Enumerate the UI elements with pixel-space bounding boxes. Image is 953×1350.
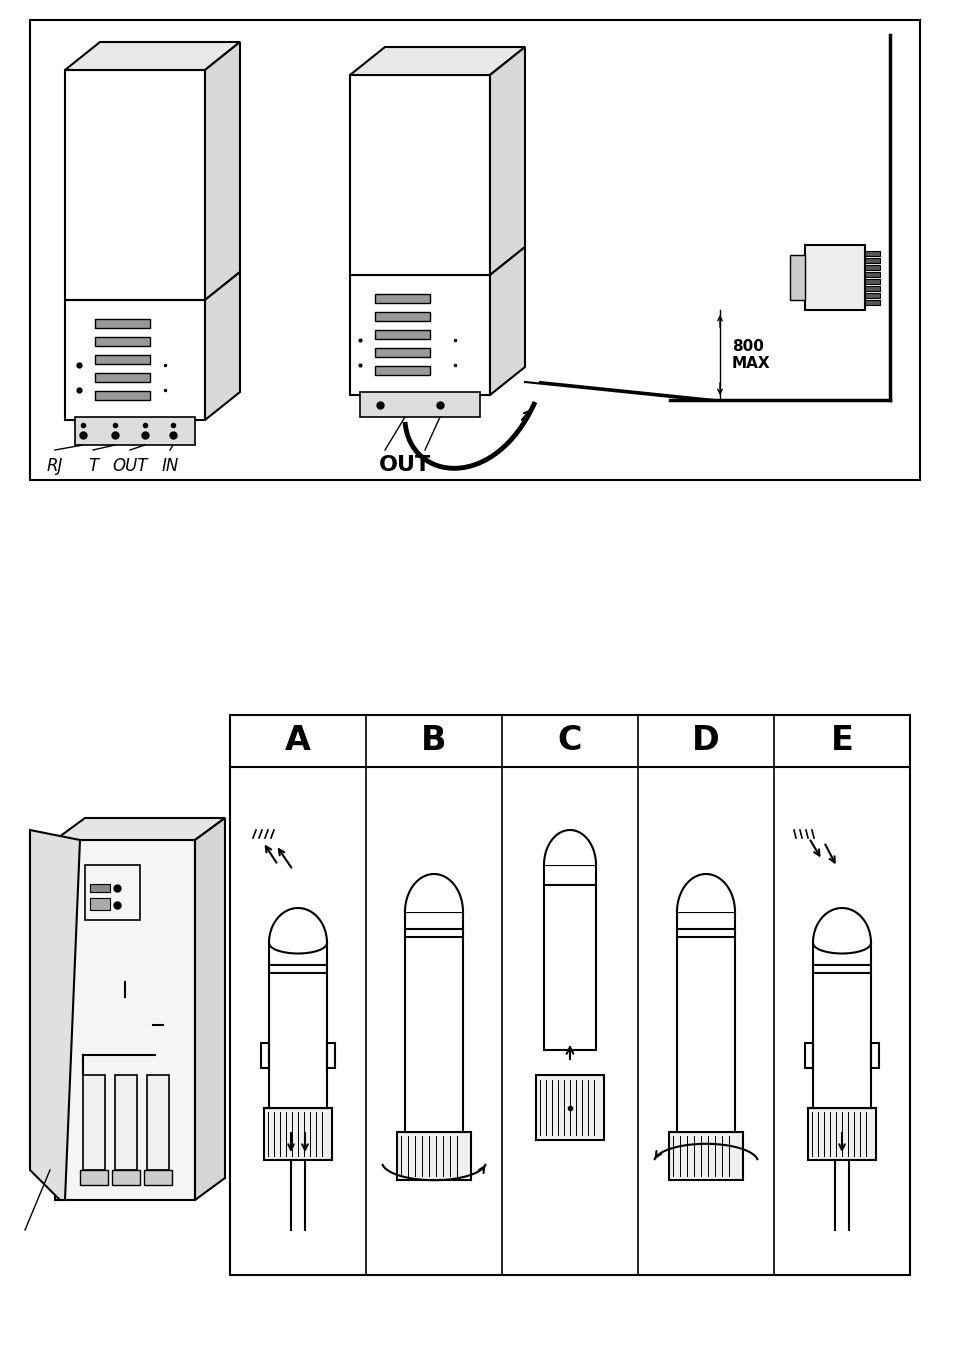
Bar — [864, 265, 879, 270]
Polygon shape — [65, 42, 240, 70]
Bar — [864, 251, 879, 256]
Bar — [668, 1133, 742, 1180]
Polygon shape — [269, 909, 327, 944]
Text: RJ: RJ — [47, 458, 63, 475]
Bar — [807, 1108, 875, 1160]
Text: E: E — [830, 725, 853, 757]
Bar — [144, 1170, 172, 1185]
Bar — [65, 70, 205, 300]
Bar — [264, 1108, 332, 1160]
Text: OUT: OUT — [378, 455, 431, 475]
Text: D: D — [691, 725, 720, 757]
Bar — [789, 255, 804, 300]
Polygon shape — [490, 247, 524, 396]
Bar — [83, 1075, 105, 1170]
Bar — [405, 913, 462, 1133]
Bar — [112, 1170, 140, 1185]
Ellipse shape — [269, 933, 327, 953]
Polygon shape — [350, 47, 524, 76]
Bar — [864, 300, 879, 305]
Bar — [75, 417, 194, 446]
Text: OUT: OUT — [112, 458, 148, 475]
Bar — [804, 1044, 812, 1068]
Bar — [864, 271, 879, 277]
Text: T: T — [88, 458, 98, 475]
Bar — [677, 913, 734, 1133]
Polygon shape — [55, 818, 225, 840]
Bar — [870, 1044, 878, 1068]
Bar — [30, 20, 919, 481]
Bar — [864, 279, 879, 284]
Bar — [350, 76, 490, 275]
Bar — [95, 392, 150, 400]
Bar — [90, 884, 110, 892]
Bar — [115, 1075, 137, 1170]
Bar — [536, 1075, 603, 1139]
Bar — [804, 244, 864, 310]
Bar — [396, 1133, 471, 1180]
Bar — [359, 392, 479, 417]
Bar — [55, 840, 194, 1200]
Polygon shape — [677, 873, 734, 913]
Bar — [375, 348, 430, 356]
Polygon shape — [194, 818, 225, 1200]
Bar — [147, 1075, 169, 1170]
Ellipse shape — [152, 1071, 164, 1080]
Bar — [375, 294, 430, 302]
Bar — [95, 319, 150, 328]
Ellipse shape — [88, 1071, 100, 1080]
Polygon shape — [543, 830, 596, 865]
Bar — [95, 338, 150, 346]
Bar — [95, 373, 150, 382]
Bar — [864, 293, 879, 298]
Text: A: A — [285, 725, 311, 757]
Polygon shape — [490, 47, 524, 275]
Text: 800
MAX: 800 MAX — [731, 339, 770, 371]
Bar — [864, 258, 879, 263]
Text: C: C — [558, 725, 581, 757]
Bar — [90, 898, 110, 910]
Polygon shape — [205, 271, 240, 420]
Bar — [269, 944, 327, 1108]
Polygon shape — [30, 830, 80, 1200]
Text: B: B — [421, 725, 446, 757]
Polygon shape — [812, 909, 870, 944]
Polygon shape — [405, 873, 462, 913]
Bar — [812, 944, 870, 1108]
Bar — [65, 300, 205, 420]
Bar — [350, 275, 490, 396]
Bar — [327, 1044, 335, 1068]
Ellipse shape — [119, 1071, 132, 1080]
Bar — [543, 865, 596, 1050]
Bar — [864, 286, 879, 292]
Bar — [375, 329, 430, 339]
Ellipse shape — [812, 933, 870, 953]
Bar — [230, 716, 909, 1274]
Bar — [85, 865, 140, 919]
Bar — [261, 1044, 269, 1068]
Bar — [375, 366, 430, 375]
Bar — [80, 1170, 108, 1185]
Text: IN: IN — [161, 458, 178, 475]
Polygon shape — [205, 42, 240, 300]
Bar — [95, 355, 150, 364]
Bar — [375, 312, 430, 321]
